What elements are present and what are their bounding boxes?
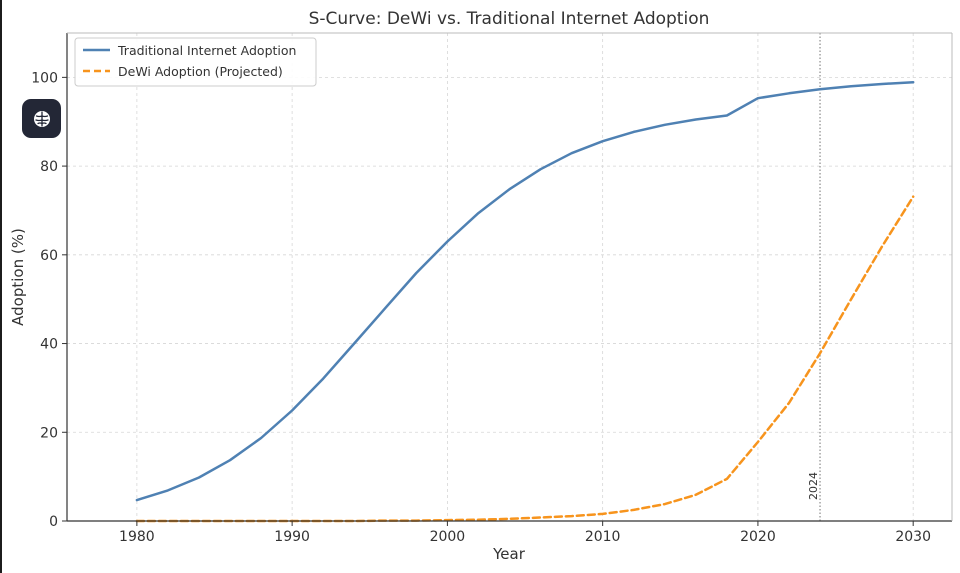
data-point-traditional-2028 [881, 83, 883, 85]
x-tick-label-2000: 2000 [430, 529, 466, 545]
data-point-traditional-2000 [446, 240, 448, 242]
series-line-dewi [135, 195, 915, 523]
data-point-traditional-1984 [198, 476, 200, 478]
data-point-traditional-2018 [726, 114, 728, 116]
brain-icon [33, 110, 50, 127]
x-tick-label-1980: 1980 [119, 529, 155, 545]
data-point-traditional-1988 [260, 437, 262, 439]
data-point-traditional-2002 [477, 212, 479, 214]
data-point-traditional-1986 [229, 459, 231, 461]
grid [67, 33, 952, 522]
annotation: 2024 [807, 33, 821, 521]
data-point-traditional-2008 [570, 152, 572, 154]
data-point-traditional-1998 [415, 272, 417, 274]
data-point-dewi-2030 [912, 196, 914, 198]
data-point-dewi-2020 [757, 441, 759, 443]
y-axis-label: Adoption (%) [9, 228, 27, 326]
data-point-traditional-1982 [167, 489, 169, 491]
x-tick-label-1990: 1990 [274, 529, 310, 545]
data-point-dewi-2016 [695, 494, 697, 496]
data-point-dewi-2024 [819, 352, 821, 354]
data-point-dewi-2026 [850, 298, 852, 300]
data-point-traditional-1994 [353, 342, 355, 344]
data-point-traditional-1996 [384, 307, 386, 309]
data-point-traditional-1980 [136, 499, 138, 501]
data-point-traditional-2014 [664, 124, 666, 126]
data-point-dewi-2018 [726, 478, 728, 480]
brain-button[interactable] [22, 99, 61, 138]
data-point-dewi-2028 [881, 245, 883, 247]
window-edge [0, 0, 2, 573]
legend-box [74, 37, 317, 87]
x-tick-label-2020: 2020 [740, 529, 776, 545]
data-point-dewi-2006 [539, 516, 541, 518]
series-line-traditional [135, 80, 915, 502]
data-point-traditional-2022 [788, 92, 790, 94]
legend-label-dewi: DeWi Adoption (Projected) [118, 64, 283, 79]
data-point-dewi-2010 [602, 513, 604, 515]
data-point-traditional-2012 [633, 131, 635, 133]
data-point-traditional-2004 [508, 188, 510, 190]
y-tick-label-20: 20 [40, 425, 58, 441]
data-point-dewi-2014 [664, 503, 666, 505]
data-point-traditional-2030 [912, 81, 914, 83]
data-point-traditional-2006 [539, 168, 541, 170]
y-tick-label-100: 100 [31, 70, 58, 86]
data-point-traditional-1990 [291, 409, 293, 411]
data-point-traditional-2024 [819, 88, 821, 90]
ticks: 1980 1990 2000 2010 2020 2030 0 20 40 60 80 100 [31, 70, 931, 545]
x-tick-label-2010: 2010 [585, 529, 621, 545]
x-tick-label-2030: 2030 [895, 529, 931, 545]
series-layer [135, 80, 915, 523]
x-axis-label: Year [492, 545, 526, 563]
data-point-traditional-2010 [602, 140, 604, 142]
data-point-traditional-2020 [757, 97, 759, 99]
data-point-dewi-2008 [570, 515, 572, 517]
annotation-label-2024: 2024 [807, 472, 820, 500]
y-tick-label-0: 0 [49, 514, 58, 530]
legend-label-traditional: Traditional Internet Adoption [117, 43, 296, 58]
data-point-dewi-2004 [508, 518, 510, 520]
data-point-dewi-2012 [633, 509, 635, 511]
y-tick-label-80: 80 [40, 159, 58, 175]
y-tick-label-60: 60 [40, 248, 58, 264]
axes [66, 32, 953, 522]
legend: Traditional Internet Adoption DeWi Adopt… [74, 37, 317, 87]
data-point-traditional-2026 [850, 85, 852, 87]
data-point-traditional-1992 [322, 377, 324, 379]
data-point-dewi-2022 [788, 402, 790, 404]
y-tick-label-40: 40 [40, 337, 58, 353]
chart-title: S-Curve: DeWi vs. Traditional Internet A… [309, 9, 710, 29]
data-point-traditional-2016 [695, 118, 697, 120]
